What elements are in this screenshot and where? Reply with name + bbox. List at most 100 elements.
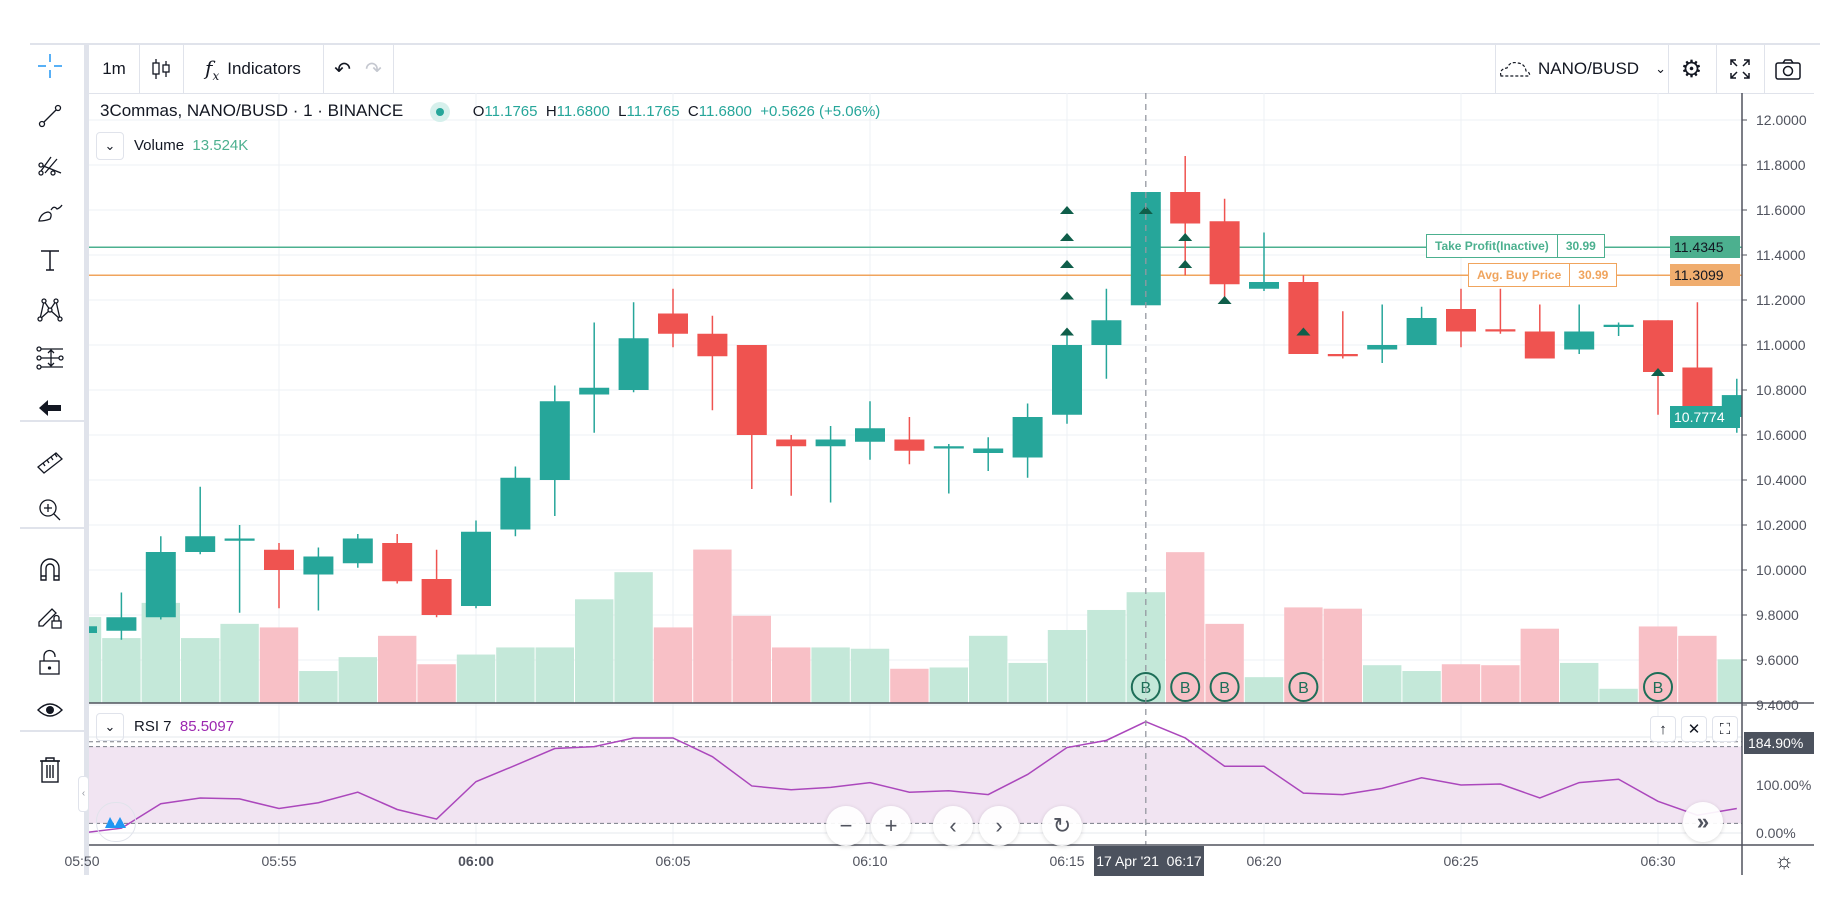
candle-body	[815, 439, 846, 447]
high-label: H	[545, 103, 557, 120]
buy-badge: B	[1209, 672, 1240, 702]
close-icon: ✕	[1687, 721, 1701, 738]
pattern-icon	[36, 297, 64, 328]
price-tick-label: 11.0000	[1756, 337, 1806, 353]
open-label: O	[472, 103, 485, 120]
candle-body	[1643, 320, 1673, 372]
buy-badge-circle	[1288, 672, 1319, 702]
trash-icon	[38, 756, 62, 789]
volume-bar	[89, 617, 102, 703]
collapse-legend-button[interactable]: ⌄	[96, 132, 124, 160]
magnet-tool[interactable]	[30, 552, 70, 592]
zoom-in-tool[interactable]	[30, 492, 70, 532]
move-pane-up-button[interactable]: ↑	[1650, 716, 1676, 742]
brush-tool[interactable]	[30, 194, 70, 234]
brush-icon	[36, 199, 64, 230]
logo-icon	[105, 817, 126, 828]
screenshot-button[interactable]	[1764, 45, 1812, 93]
volume-bar	[338, 657, 377, 703]
volume-bar	[575, 599, 614, 703]
eye-tool[interactable]	[30, 692, 70, 732]
candle-body	[579, 387, 610, 395]
back-arrow-tool[interactable]	[30, 390, 70, 430]
crosshair-time: 06:17	[1166, 853, 1202, 869]
close-pane-button[interactable]: ✕	[1681, 716, 1707, 742]
take-profit-label[interactable]: Take Profit(Inactive) 30.99	[1426, 234, 1605, 258]
time-tick-label: 06:30	[1640, 853, 1675, 869]
toolbar-divider	[20, 527, 84, 529]
chart-type-button[interactable]	[139, 45, 184, 93]
settings-button[interactable]: ⚙	[1667, 45, 1717, 93]
volume-bar	[890, 668, 929, 703]
maximize-pane-button[interactable]: ⛶	[1712, 716, 1738, 742]
crosshair-tool[interactable]	[30, 48, 70, 88]
buy-arrow-marker	[1178, 233, 1193, 241]
close-label: C	[687, 103, 699, 120]
time-tick-label: 06:10	[852, 853, 887, 869]
collapse-rsi-button[interactable]: ⌄	[96, 713, 124, 741]
interval-button[interactable]: 1m	[89, 45, 140, 93]
eye-icon	[36, 700, 64, 725]
scroll-left-button[interactable]: ‹	[933, 806, 973, 846]
buy-badge: B	[1643, 672, 1673, 702]
volume-value: 13.524K	[192, 136, 249, 154]
tradingview-logo[interactable]	[96, 802, 136, 842]
take-profit-price-tag: 11.4345	[1670, 236, 1740, 258]
reset-icon: ↻	[1052, 813, 1072, 838]
buy-arrow-marker	[1296, 327, 1311, 336]
undo-icon[interactable]: ↶	[334, 58, 351, 81]
prediction-tool[interactable]	[30, 340, 70, 380]
time-tick-label: 06:25	[1443, 853, 1478, 869]
volume-bar	[1284, 607, 1323, 703]
collapse-toolbar-handle[interactable]: ‹	[78, 776, 89, 812]
volume-bar	[417, 664, 456, 703]
volume-bar	[1087, 609, 1126, 703]
unlock-tool[interactable]	[30, 644, 70, 684]
axis-settings-button[interactable]: ☼	[1774, 848, 1794, 874]
pitchfork-tool[interactable]	[30, 146, 70, 186]
reset-chart-button[interactable]: ↻	[1042, 806, 1082, 846]
lock-drawing-tool[interactable]	[30, 598, 70, 638]
candle-body	[1564, 331, 1595, 350]
plus-icon: +	[884, 813, 898, 838]
avg-buy-text: Avg. Buy Price	[1469, 264, 1571, 286]
trend-line-tool[interactable]	[30, 98, 70, 138]
time-tick-label: 05:50	[64, 853, 99, 869]
avg-buy-price-label[interactable]: Avg. Buy Price 30.99	[1468, 263, 1618, 287]
low-label: L	[618, 103, 627, 120]
toolbar-separator	[84, 45, 89, 875]
pattern-tool[interactable]	[30, 292, 70, 332]
zoom-out-button[interactable]: −	[826, 806, 866, 846]
redo-icon[interactable]: ↷	[365, 58, 382, 81]
scroll-to-realtime-button[interactable]: »	[1683, 802, 1723, 842]
price-tick-label: 11.6000	[1756, 202, 1806, 218]
price-tick-label: 9.8000	[1756, 607, 1799, 623]
candle-body	[1446, 309, 1476, 332]
volume-bar	[378, 635, 417, 703]
fullscreen-button[interactable]	[1716, 45, 1765, 93]
zoom-in-button[interactable]: +	[871, 806, 911, 846]
volume-bar	[811, 647, 850, 703]
crosshair-icon	[37, 53, 63, 84]
magnet-icon	[37, 557, 63, 588]
candle-body	[264, 549, 294, 570]
main-legend: 3Commas, NANO/BUSD · 1 · BINANCE O11.176…	[100, 101, 880, 122]
volume-bar	[1047, 630, 1087, 703]
trash-tool[interactable]	[30, 752, 70, 792]
candle-body	[697, 333, 728, 357]
volume-bar	[1166, 552, 1205, 703]
buy-arrow-marker	[1060, 233, 1074, 241]
crosshair-date: 17 Apr '21	[1096, 853, 1159, 869]
ruler-tool[interactable]	[30, 444, 70, 484]
scroll-right-button[interactable]: ›	[979, 806, 1019, 846]
unlock-icon	[37, 648, 63, 681]
time-tick-label: 06:00	[458, 853, 494, 869]
buy-badge-label: B	[1180, 680, 1191, 697]
text-tool[interactable]	[30, 242, 70, 282]
indicators-button[interactable]: fx Indicators	[183, 45, 324, 93]
volume-bar	[732, 615, 771, 703]
back-arrow-icon	[37, 397, 63, 424]
chevron-left-icon: ‹	[949, 813, 957, 838]
symbol-select[interactable]: NANO/BUSD ⌄	[1495, 45, 1669, 93]
